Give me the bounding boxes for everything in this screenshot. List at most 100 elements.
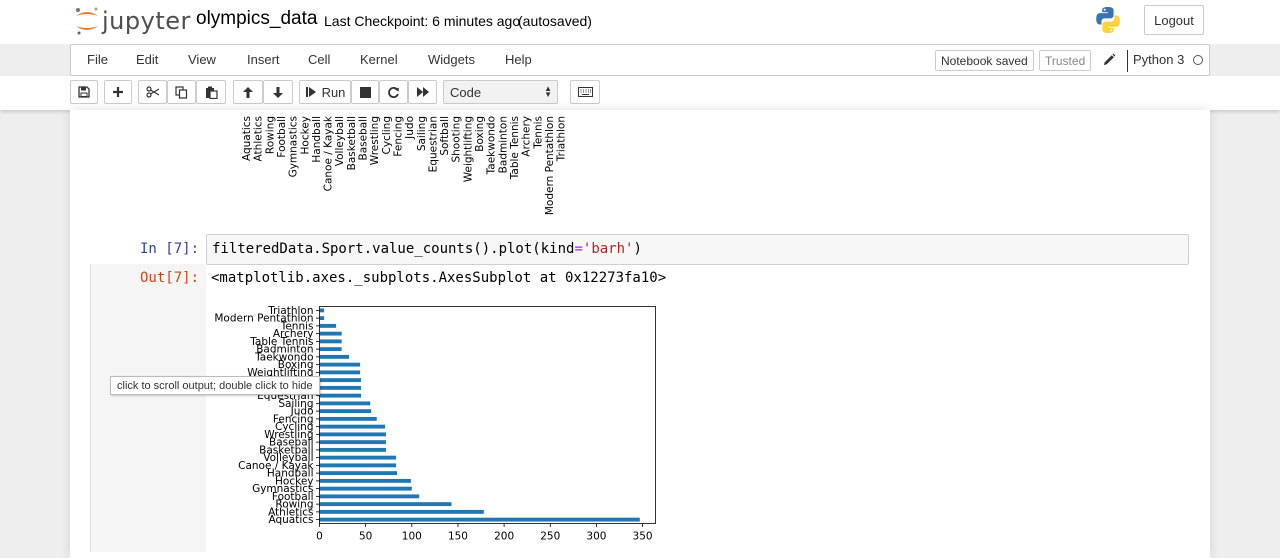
restart-button[interactable] (379, 80, 408, 104)
code-token: 'barh' (582, 241, 634, 257)
menu-edit[interactable]: Edit (136, 52, 159, 67)
code-token: ) (633, 241, 642, 257)
menu-view[interactable]: View (188, 52, 216, 67)
prev-tick-label: Boxing (474, 116, 486, 152)
bar (319, 409, 372, 414)
notebook-name[interactable]: olympics_data (196, 8, 318, 29)
move-up-button[interactable] (233, 80, 263, 104)
scissors-icon (145, 86, 159, 98)
sport-counts-barh-chart: AquaticsAthleticsRowingFootballGymnastic… (214, 305, 656, 543)
menu-cell[interactable]: Cell (308, 52, 331, 67)
y-tick-label: Judo (290, 406, 314, 418)
y-tick-label: Aquatics (268, 514, 313, 526)
copy-icon (175, 85, 188, 99)
cell-type-value: Code (450, 84, 482, 100)
bar (319, 455, 397, 460)
y-tick-label: Sailing (278, 398, 313, 410)
move-down-button[interactable] (263, 80, 293, 104)
cell-type-select[interactable]: Code ▲ ▼ (443, 80, 558, 104)
interrupt-button[interactable] (351, 80, 379, 104)
kernel-name[interactable]: Python 3 (1133, 52, 1185, 67)
bar (319, 347, 342, 352)
previous-chart-tick-labels[interactable]: Aquatics Athletics Rowing Football Gymnastic… (70, 110, 1210, 230)
menu-help[interactable]: Help (505, 52, 532, 67)
y-tick-label: Taekwondo (254, 351, 313, 363)
x-tick-label: 50 (359, 531, 372, 543)
restart-run-all-button[interactable] (408, 80, 437, 104)
code-cell-input[interactable]: filteredData.Sport.value_counts().plot(k… (206, 234, 1189, 265)
prev-tick-label: Athletics (253, 116, 265, 161)
y-tick-label: Triathlon (267, 305, 313, 317)
menu-file[interactable]: File (87, 52, 108, 67)
copy-button[interactable] (167, 80, 196, 104)
paste-button[interactable] (196, 80, 226, 104)
menubar: File Edit View Insert Cell Kernel Widget… (70, 44, 1210, 76)
output-prompt-gutter[interactable] (90, 264, 206, 552)
code-token: filteredData.Sport.value_counts().plot( (212, 241, 541, 257)
save-button[interactable] (70, 80, 98, 104)
y-tick-label: Rowing (275, 499, 313, 511)
cut-button[interactable] (138, 80, 167, 104)
prev-tick-label: Volleyball (334, 116, 346, 166)
restart-icon (388, 86, 399, 98)
notebook-header: jupyter olympics_data Last Checkpoint: 6… (0, 0, 1280, 44)
y-tick-label: Table Tennis (249, 336, 313, 348)
y-tick-label: Tennis (280, 320, 314, 332)
bar (319, 517, 640, 522)
prev-tick-label: Modern Pentathlon (544, 116, 556, 215)
command-palette-button[interactable] (570, 80, 600, 104)
y-tick-label: Football (272, 491, 314, 503)
y-tick-label: Volleyball (263, 452, 313, 464)
bar (319, 502, 452, 507)
jupyter-logo-text: jupyter (102, 7, 191, 35)
menu-widgets[interactable]: Widgets (428, 52, 475, 67)
bar (319, 385, 362, 390)
scroll-output-tooltip: click to scroll output; double click to … (110, 376, 320, 395)
jupyter-logo[interactable]: jupyter (74, 5, 191, 37)
pencil-icon[interactable] (1101, 52, 1117, 68)
y-tick-label: Wrestling (264, 429, 313, 441)
bar (319, 362, 361, 367)
code-token: kind (540, 241, 575, 257)
last-checkpoint: Last Checkpoint: 6 minutes ago (324, 13, 521, 29)
step-forward-icon (305, 87, 316, 97)
bar (319, 378, 362, 383)
y-tick-label: Boxing (278, 359, 314, 371)
x-tick-label: 100 (402, 531, 422, 543)
python-logo-icon (1096, 7, 1120, 33)
trusted-indicator[interactable]: Trusted (1039, 50, 1092, 71)
insert-cell-button[interactable] (104, 80, 132, 104)
select-arrows-icon: ▲ ▼ (544, 84, 552, 99)
stop-icon (359, 86, 371, 98)
bar (319, 509, 484, 514)
menu-kernel[interactable]: Kernel (360, 52, 398, 67)
y-tick-label: Modern Pentathlon (214, 313, 313, 325)
bar (319, 331, 342, 336)
x-tick-label: 300 (586, 531, 606, 543)
bar (319, 308, 325, 313)
run-button[interactable]: Run (299, 80, 351, 104)
run-label: Run (321, 84, 346, 100)
menu-insert[interactable]: Insert (247, 52, 280, 67)
prev-tick-label: Shooting (451, 116, 463, 163)
logout-button[interactable]: Logout (1144, 5, 1204, 35)
y-tick-label: Canoe / Kayak (238, 460, 314, 472)
y-tick-label: Hockey (275, 475, 313, 487)
notebook-container[interactable]: Aquatics Athletics Rowing Football Gymnastic… (70, 110, 1210, 558)
prev-tick-label: Baseball (358, 116, 370, 161)
prev-tick-label: Rowing (264, 116, 276, 154)
y-tick-label: Basketball (259, 444, 313, 456)
bar (319, 416, 377, 421)
paste-icon (205, 86, 218, 99)
bar (319, 370, 361, 375)
bar (319, 494, 420, 499)
x-tick-label: 200 (494, 531, 514, 543)
bar (319, 316, 325, 321)
jupyter-logo-icon (76, 7, 98, 35)
prev-tick-label: Gymnastics (288, 116, 300, 177)
bar (319, 339, 342, 344)
y-tick-label: Archery (273, 328, 314, 340)
prev-tick-label: Archery (521, 116, 533, 157)
prev-tick-label: Badminton (497, 116, 509, 173)
bar (319, 323, 337, 328)
